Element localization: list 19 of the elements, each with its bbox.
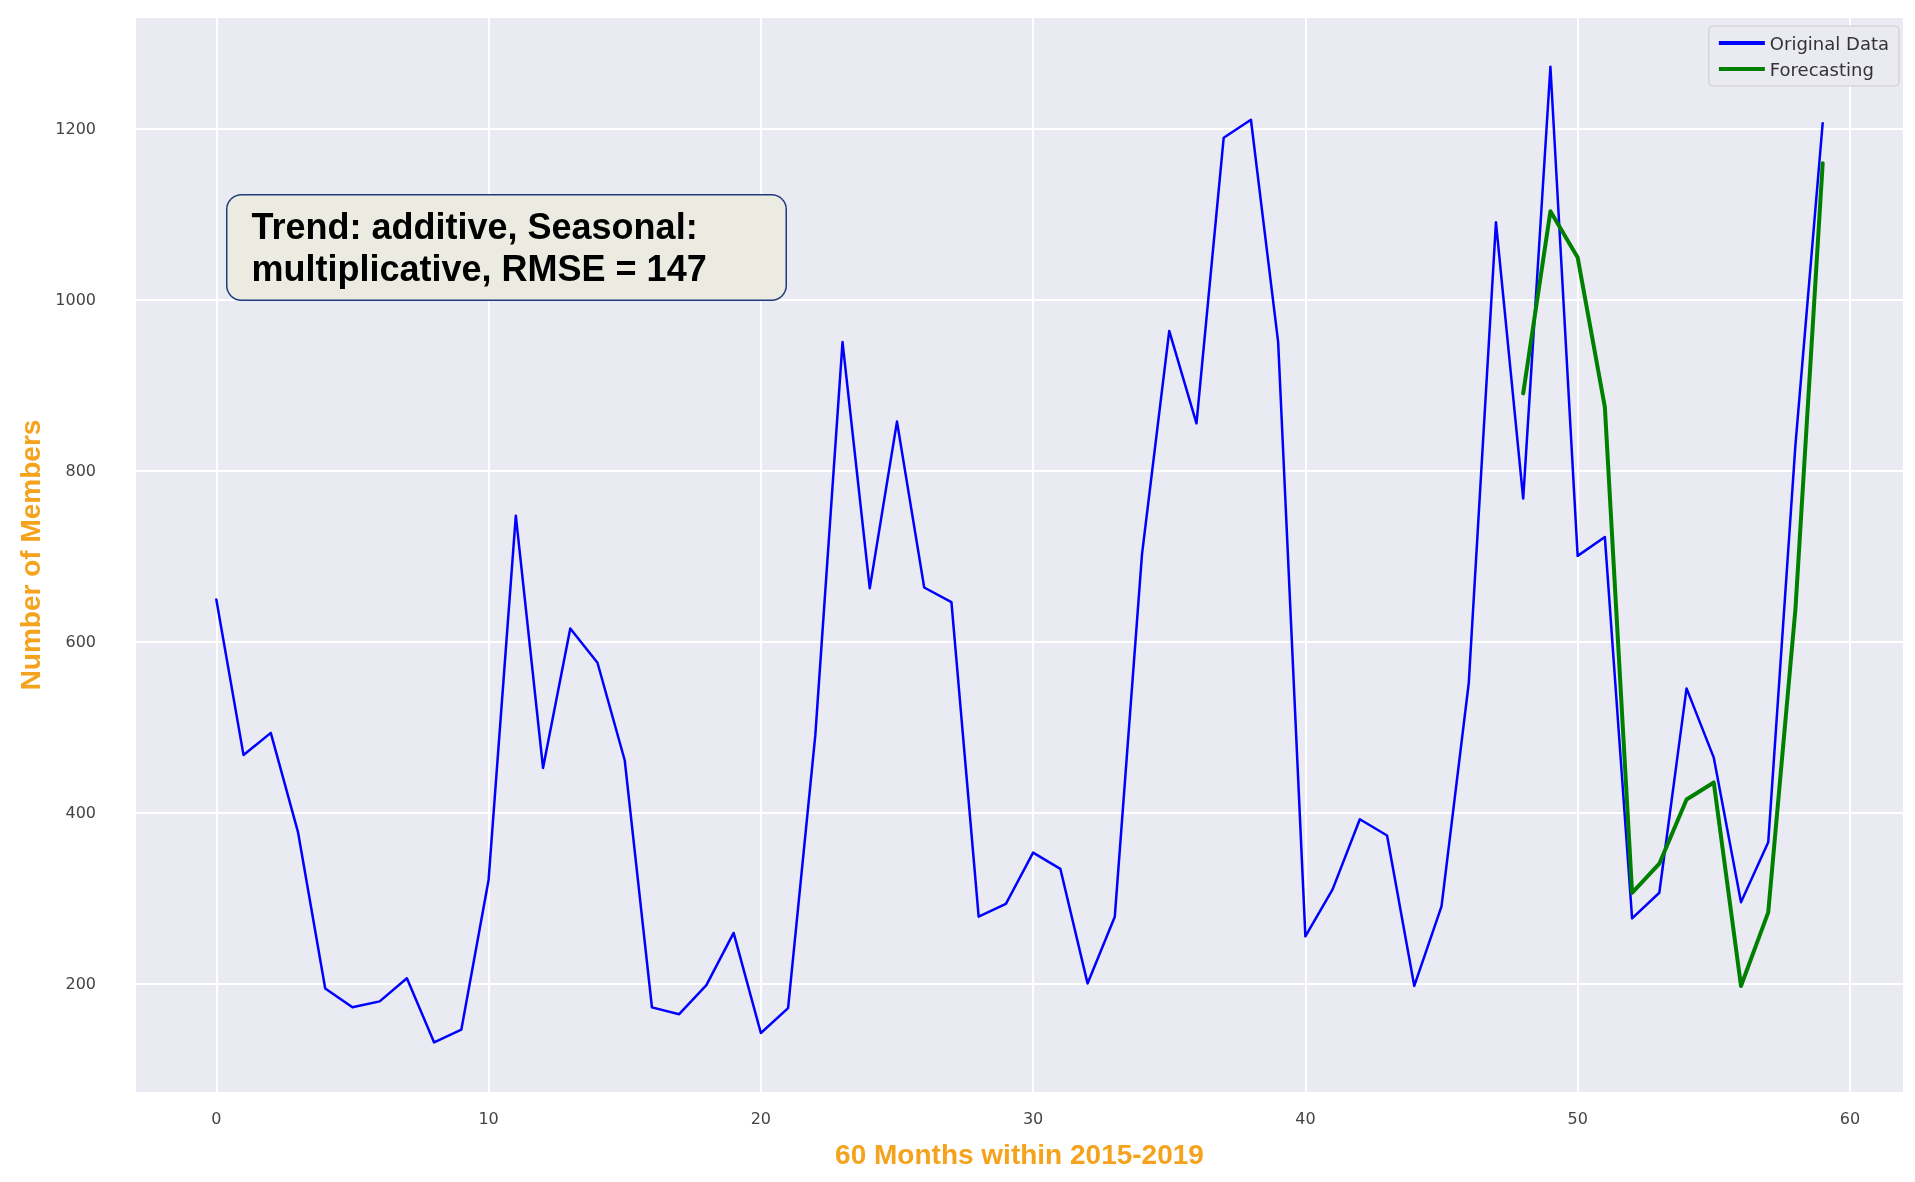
x-tick-label: 0 (211, 1108, 222, 1128)
x-tick-label: 40 (1295, 1108, 1316, 1128)
y-tick-label: 600 (65, 631, 96, 651)
y-tick-label: 200 (65, 973, 96, 993)
x-tick-label: 20 (750, 1108, 772, 1128)
x-tick-label: 30 (1022, 1108, 1044, 1128)
y-tick-label: 1200 (55, 118, 96, 138)
legend-label: Original Data (1769, 32, 1889, 54)
x-tick-label: 10 (478, 1108, 499, 1128)
x-axis-title: 60 Months within 2015-2019 (835, 1138, 1204, 1170)
x-tick-label: 50 (1567, 1108, 1588, 1128)
y-axis-title: Number of Members (14, 419, 46, 691)
y-tick-label: 400 (65, 802, 96, 822)
annotation: Trend: additive, Seasonal: multiplicative, RMSE = 147 (251, 206, 708, 289)
y-tick-label: 800 (65, 460, 96, 480)
line-series (1521, 161, 1825, 988)
y-tick-label: 1000 (55, 289, 96, 309)
legend-label: Forecasting (1769, 58, 1874, 80)
x-tick-label: 60 (1839, 1108, 1861, 1128)
